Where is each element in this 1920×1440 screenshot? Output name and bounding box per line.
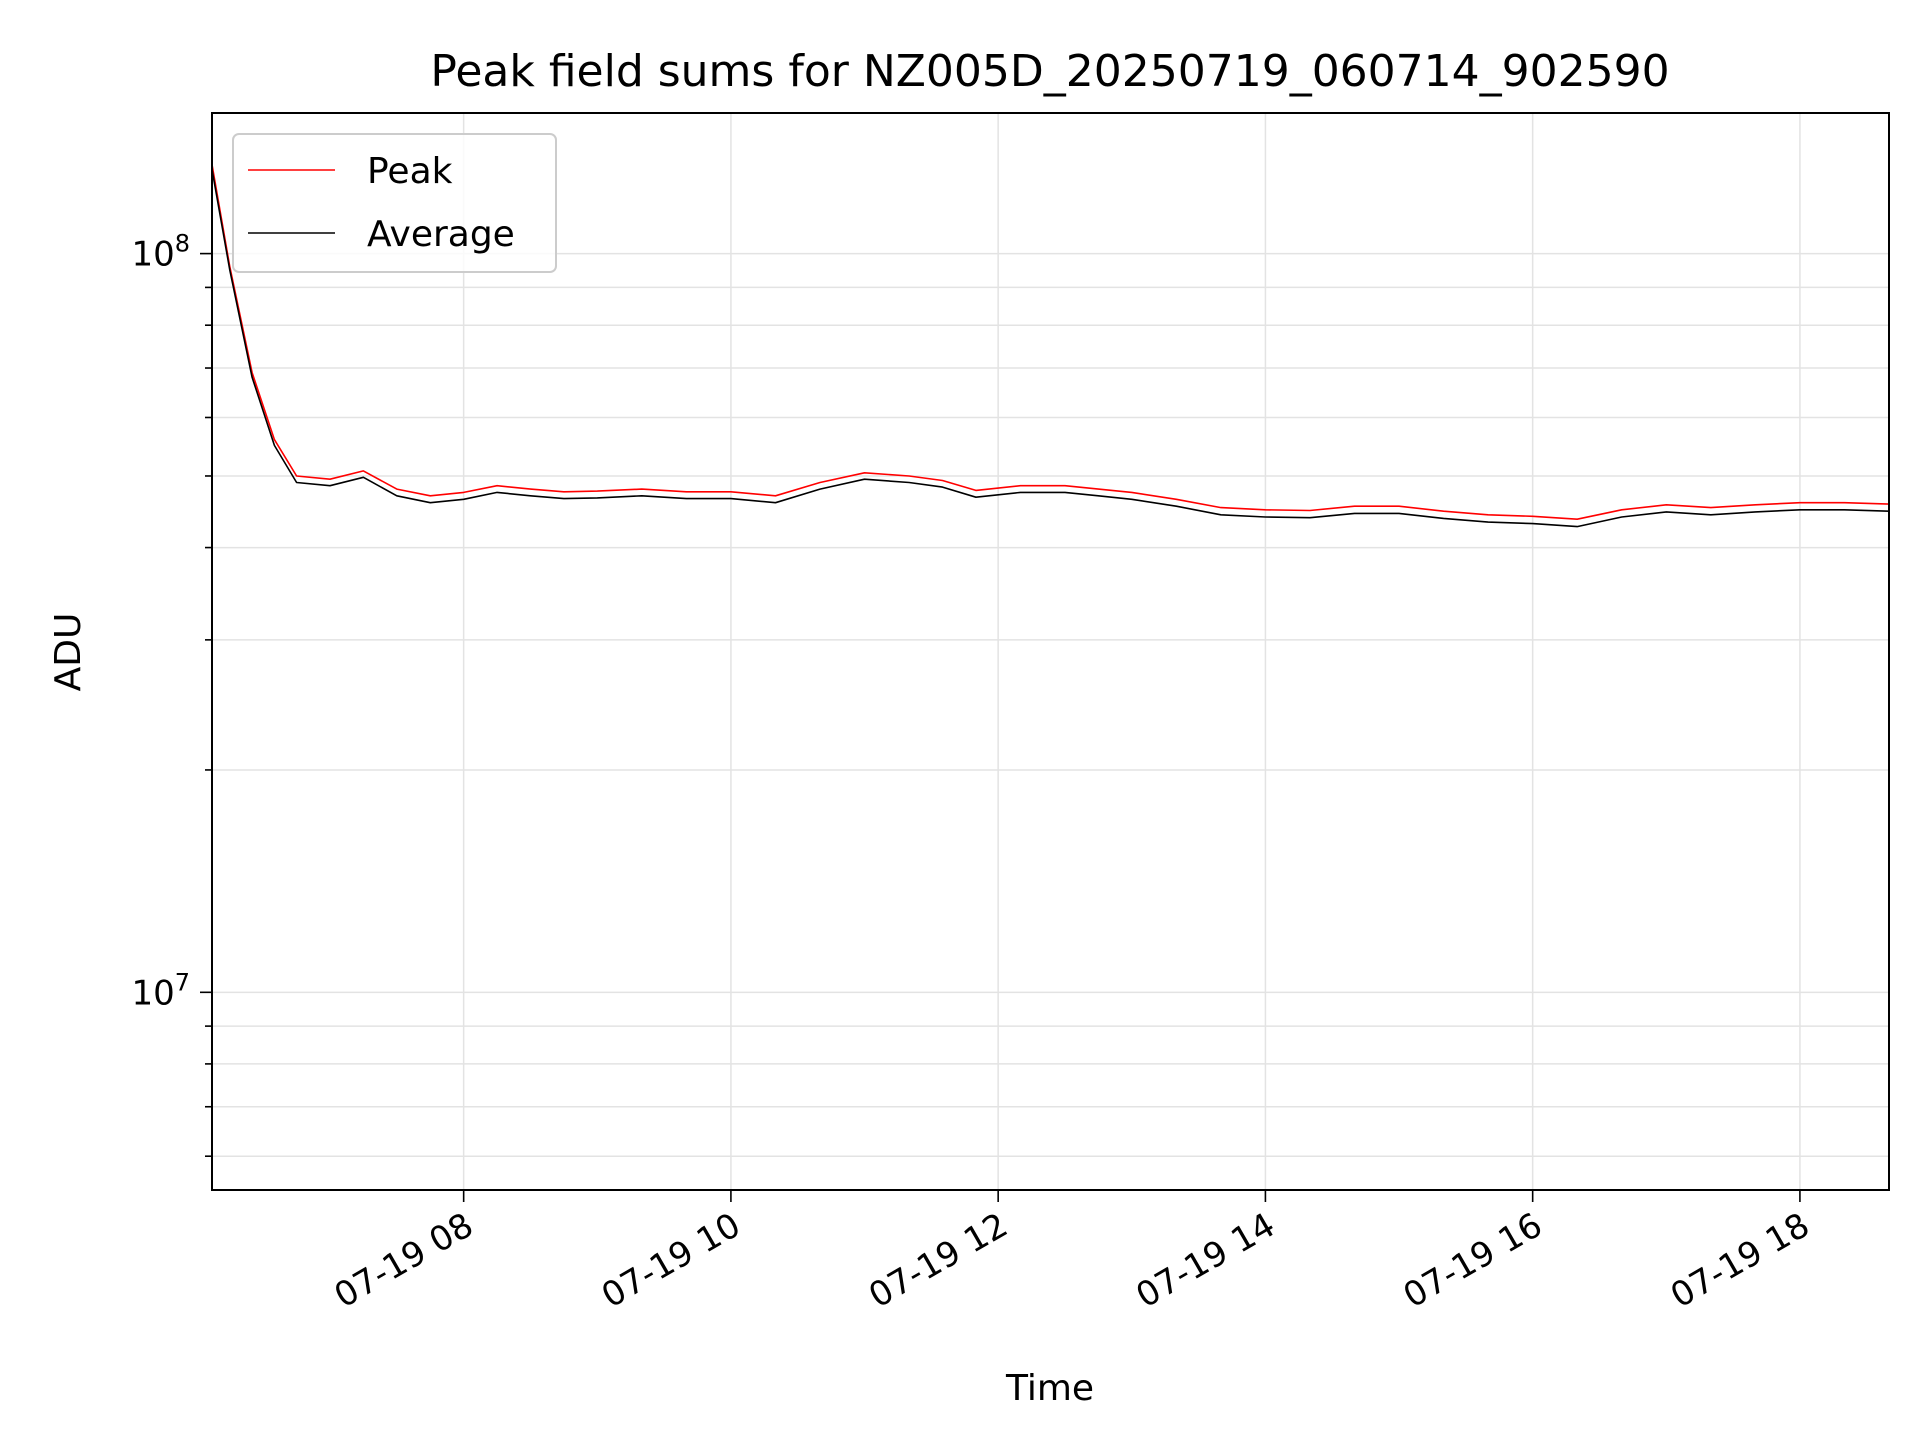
- x-tick-label: 07-19 12: [862, 1205, 1014, 1316]
- x-axis-label: Time: [1005, 1368, 1094, 1409]
- legend-box: [232, 133, 557, 273]
- y-axis-label: ADU: [48, 613, 89, 692]
- legend-peak-label: Peak: [367, 151, 453, 192]
- x-tick-label: 07-19 18: [1664, 1205, 1816, 1316]
- series-layer: [211, 164, 1890, 528]
- chart-title: Peak field sums for NZ005D_20250719_0607…: [430, 46, 1669, 97]
- y-tick-label: 107: [131, 968, 190, 1013]
- y-tick-label: 108: [131, 230, 190, 275]
- ticks: 107 108 07-19 08 07-19 10 07-19 12 07-19 14 07…: [131, 230, 1816, 1317]
- grid: [212, 113, 1889, 1190]
- x-tick-label: 07-19 10: [595, 1205, 747, 1316]
- legend: Peak Average: [232, 133, 557, 273]
- x-tick-label: 07-19 08: [328, 1205, 480, 1316]
- x-tick-label: 07-19 16: [1397, 1205, 1549, 1316]
- series-line-average: [211, 169, 1890, 528]
- x-tick-label: 07-19 14: [1130, 1205, 1282, 1316]
- axes-frame: [211, 112, 1890, 1191]
- legend-average-label: Average: [367, 214, 515, 255]
- series-line-peak: [211, 164, 1890, 521]
